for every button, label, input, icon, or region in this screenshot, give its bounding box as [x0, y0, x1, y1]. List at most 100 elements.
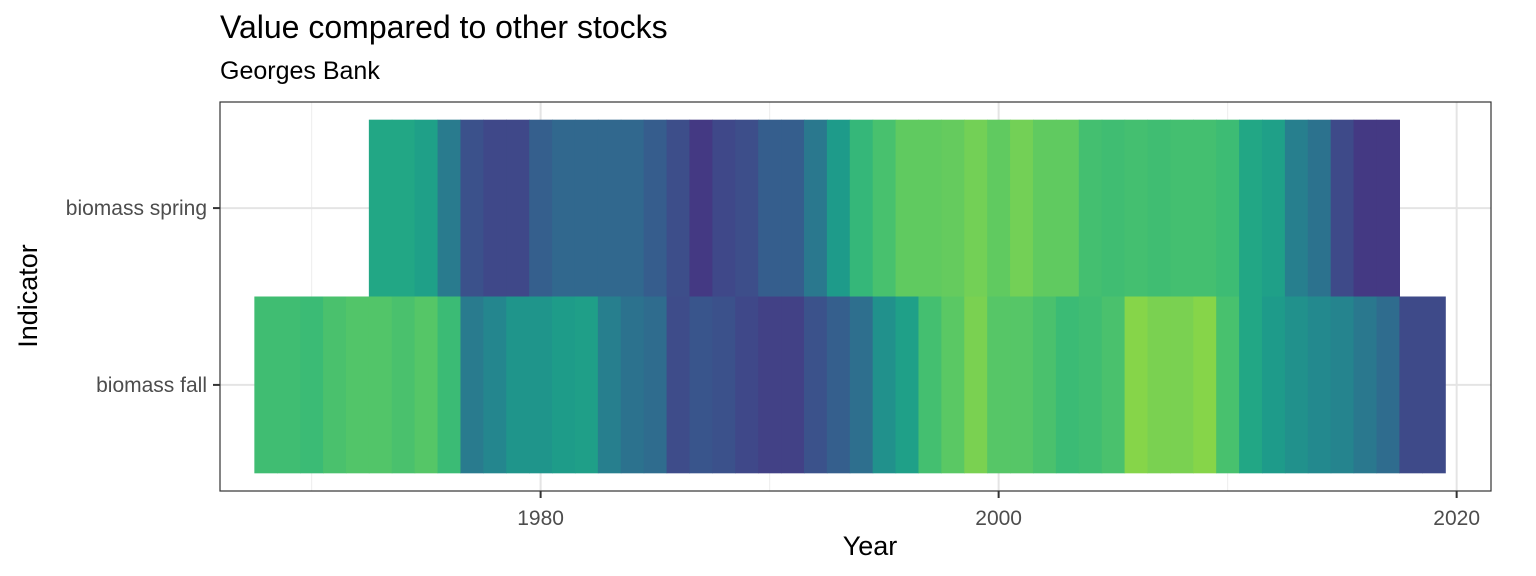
- heatmap-tile: [849, 296, 874, 474]
- heatmap-tile: [300, 296, 324, 474]
- heatmap-tile: [1032, 119, 1057, 297]
- heatmap-tile: [391, 296, 416, 474]
- heatmap-tile: [620, 119, 645, 297]
- y-tick-label: biomass spring: [66, 197, 207, 220]
- heatmap-tile: [254, 296, 278, 474]
- heatmap-tile: [758, 119, 782, 297]
- heatmap-tile: [1307, 296, 1332, 474]
- heatmap-tile: [506, 119, 530, 297]
- heatmap-tile: [1010, 119, 1034, 297]
- heatmap-tile: [803, 119, 828, 297]
- heatmap-tile: [552, 296, 576, 474]
- heatmap-tile: [758, 296, 782, 474]
- heatmap-tile: [460, 296, 484, 474]
- heatmap-tile: [781, 119, 805, 297]
- heatmap-tile: [666, 296, 691, 474]
- heatmap-tile: [735, 296, 759, 474]
- heatmap-tile: [826, 296, 851, 474]
- heatmap-tile: [987, 119, 1011, 297]
- heatmap-tile: [826, 119, 851, 297]
- heatmap-tile: [1193, 296, 1217, 474]
- heatmap-tile: [368, 296, 393, 474]
- heatmap-tile: [1101, 119, 1126, 297]
- heatmap-tile: [1170, 119, 1194, 297]
- x-axis-title: Year: [843, 531, 898, 561]
- heatmap-tile: [803, 296, 828, 474]
- heatmap-tile: [735, 119, 759, 297]
- heatmap-tile: [1124, 119, 1149, 297]
- heatmap-tile: [414, 296, 439, 474]
- heatmap-tile: [689, 119, 713, 297]
- heatmap-tile: [391, 119, 416, 297]
- heatmap-tile: [1193, 119, 1217, 297]
- heatmap-tile: [483, 296, 507, 474]
- y-axis-title: Indicator: [13, 244, 43, 348]
- heatmap-tile: [1261, 119, 1286, 297]
- heatmap-tile: [987, 296, 1011, 474]
- x-tick-label: 2020: [1433, 507, 1480, 530]
- heatmap-tile: [437, 119, 462, 297]
- axes: 1980 2000 2020 biomass fall biomass spring: [66, 197, 1480, 530]
- heatmap-tile: [918, 119, 942, 297]
- heatmap-tiles: [254, 119, 1446, 474]
- heatmap-tile: [1376, 296, 1400, 474]
- heatmap-tile: [1399, 296, 1423, 474]
- heatmap-tile: [643, 296, 668, 474]
- y-tick-label: biomass fall: [96, 374, 207, 397]
- x-tick-label: 1980: [517, 507, 564, 530]
- heatmap-tile: [529, 119, 553, 297]
- heatmap-tile: [1055, 296, 1080, 474]
- heatmap-tile: [1284, 296, 1309, 474]
- heatmap-tile: [1078, 119, 1103, 297]
- heatmap-tile: [1055, 119, 1080, 297]
- heatmap-tile: [529, 296, 553, 474]
- heatmap-tile: [1353, 296, 1378, 474]
- heatmap-tile: [1101, 296, 1126, 474]
- heatmap-tile: [872, 296, 897, 474]
- heatmap-tile: [1307, 119, 1332, 297]
- heatmap-tile: [712, 296, 736, 474]
- heatmap-tile: [1147, 296, 1171, 474]
- chart-title: Value compared to other stocks: [220, 9, 668, 45]
- heatmap-tile: [483, 119, 507, 297]
- heatmap-tile: [506, 296, 530, 474]
- heatmap-tile: [414, 119, 439, 297]
- heatmap-tile: [849, 119, 874, 297]
- x-tick-label: 2000: [975, 507, 1022, 530]
- heatmap-tile: [1353, 119, 1378, 297]
- chart-subtitle: Georges Bank: [220, 57, 380, 85]
- heatmap-tile: [964, 296, 988, 474]
- heatmap-tile: [1124, 296, 1149, 474]
- heatmap-tile: [1239, 119, 1263, 297]
- heatmap-tile: [1330, 296, 1355, 474]
- heatmap-tile: [895, 119, 920, 297]
- heatmap-tile: [895, 296, 920, 474]
- heatmap-tile: [643, 119, 668, 297]
- heatmap-tile: [1284, 119, 1309, 297]
- heatmap-tile: [918, 296, 942, 474]
- heatmap-tile: [1147, 119, 1171, 297]
- heatmap-tile: [1422, 296, 1446, 474]
- heatmap-tile: [437, 296, 462, 474]
- heatmap-tile: [1261, 296, 1286, 474]
- heatmap-tile: [712, 119, 736, 297]
- heatmap-tile: [574, 296, 599, 474]
- heatmap-tile: [1170, 296, 1194, 474]
- heatmap-tile: [460, 119, 484, 297]
- heatmap-tile: [277, 296, 301, 474]
- heatmap-tile: [345, 296, 370, 474]
- heatmap-tile: [941, 296, 965, 474]
- heatmap-tile: [941, 119, 965, 297]
- heatmap-tile: [368, 119, 393, 297]
- heatmap-tile: [597, 296, 622, 474]
- heatmap-tile: [1216, 296, 1240, 474]
- heatmap-tile: [574, 119, 599, 297]
- heatmap-tile: [1330, 119, 1355, 297]
- heatmap-tile: [689, 296, 713, 474]
- heatmap-tile: [620, 296, 645, 474]
- heatmap-tile: [1376, 119, 1400, 297]
- heatmap-tile: [1032, 296, 1057, 474]
- heatmap-tile: [1078, 296, 1103, 474]
- heatmap-tile: [1010, 296, 1034, 474]
